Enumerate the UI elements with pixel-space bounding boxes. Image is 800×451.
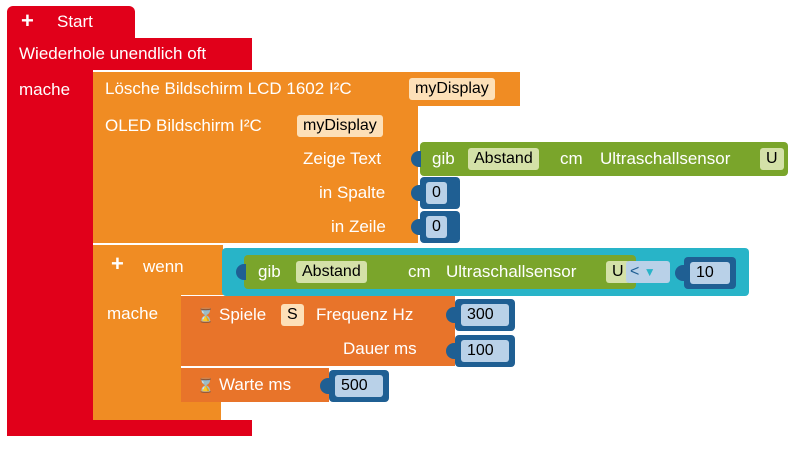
cond-sensor-label: Ultraschallsensor [446, 262, 577, 281]
plus-icon[interactable]: + [21, 8, 34, 33]
sensor-reporter-cond[interactable]: gib Abstand cm Ultraschallsensor U [244, 255, 636, 289]
connector-left [411, 151, 421, 167]
if-block[interactable]: + wenn [93, 245, 223, 295]
sensor-label: Ultraschallsensor [600, 149, 731, 168]
duration-label: Dauer ms [343, 339, 417, 358]
clear-lcd-block[interactable]: Lösche Bildschirm LCD 1602 I²C myDisplay [93, 72, 520, 106]
lcd-display-field[interactable]: myDisplay [409, 78, 495, 100]
row-value-block[interactable]: 0 [420, 211, 460, 243]
if-label: wenn [143, 257, 184, 276]
frequency-label: Frequenz Hz [316, 305, 414, 324]
wait-label: Warte ms [219, 375, 292, 394]
duration-value-block[interactable]: 100 [455, 335, 515, 367]
wait-block[interactable]: ⌛ Warte ms [181, 368, 329, 402]
column-value-field[interactable]: 0 [426, 182, 447, 204]
loop-body-arm: mache [7, 70, 93, 420]
if-bottom [93, 402, 221, 420]
frequency-value-field[interactable]: 300 [461, 304, 509, 326]
show-text-label: Zeige Text [303, 149, 382, 168]
sensor-reporter-text[interactable]: gib Abstand cm Ultraschallsensor U [420, 142, 788, 176]
connector-left [446, 307, 456, 323]
if-body-arm: mache [93, 295, 181, 405]
connector-left [446, 343, 456, 359]
sensor-name-dropdown[interactable]: U [760, 148, 784, 170]
start-block[interactable]: + Start [7, 6, 135, 38]
oled-label: OLED Bildschirm I²C [105, 116, 262, 135]
oled-block[interactable]: OLED Bildschirm I²C myDisplay Zeige Text… [93, 106, 418, 243]
connector-left [236, 264, 246, 280]
column-label: in Spalte [319, 183, 386, 202]
compare-value-block[interactable]: 10 [684, 257, 736, 289]
if-do-label: mache [107, 304, 159, 323]
loop-do-label: mache [19, 80, 71, 99]
wait-value-field[interactable]: 500 [335, 375, 383, 397]
oled-display-field[interactable]: myDisplay [297, 115, 383, 137]
cond-sensor-dropdown[interactable]: U [606, 261, 630, 283]
duration-value-field[interactable]: 100 [461, 340, 509, 362]
start-label: Start [57, 12, 93, 31]
loop-bottom [7, 420, 252, 436]
cond-measure-dropdown[interactable]: Abstand [296, 261, 367, 283]
operator-label: < [630, 263, 640, 280]
operator-dropdown[interactable]: < ▼ [626, 261, 670, 283]
chevron-down-icon: ▼ [643, 265, 656, 279]
row-value-field[interactable]: 0 [426, 216, 447, 238]
loop-block[interactable]: Wiederhole unendlich oft [7, 38, 252, 70]
loop-label: Wiederhole unendlich oft [19, 44, 207, 63]
column-value-block[interactable]: 0 [420, 177, 460, 209]
wait-hourglass-icon: ⌛ [197, 377, 215, 393]
play-block[interactable]: ⌛ Spiele S Frequenz Hz Dauer ms [181, 296, 455, 366]
sensor-gib-label: gib [432, 149, 455, 168]
hourglass-icon: ⌛ [197, 307, 215, 323]
row-label: in Zeile [331, 217, 386, 236]
sensor-unit-label: cm [560, 149, 583, 168]
sensor-measure-dropdown[interactable]: Abstand [468, 148, 539, 170]
if-plus-icon[interactable]: + [111, 251, 124, 276]
connector-left [411, 185, 421, 201]
connector-left [320, 378, 330, 394]
wait-value-block[interactable]: 500 [329, 370, 389, 402]
clear-lcd-label: Lösche Bildschirm LCD 1602 I²C [105, 79, 352, 98]
connector-left [675, 265, 685, 281]
play-label: Spiele [219, 305, 267, 324]
connector-left [411, 219, 421, 235]
speaker-dropdown[interactable]: S [281, 304, 304, 326]
compare-block[interactable]: gib Abstand cm Ultraschallsensor U < ▼ 1… [222, 248, 749, 296]
cond-gib-label: gib [258, 262, 281, 281]
frequency-value-block[interactable]: 300 [455, 299, 515, 331]
cond-unit-label: cm [408, 262, 431, 281]
compare-value-field[interactable]: 10 [690, 262, 730, 284]
